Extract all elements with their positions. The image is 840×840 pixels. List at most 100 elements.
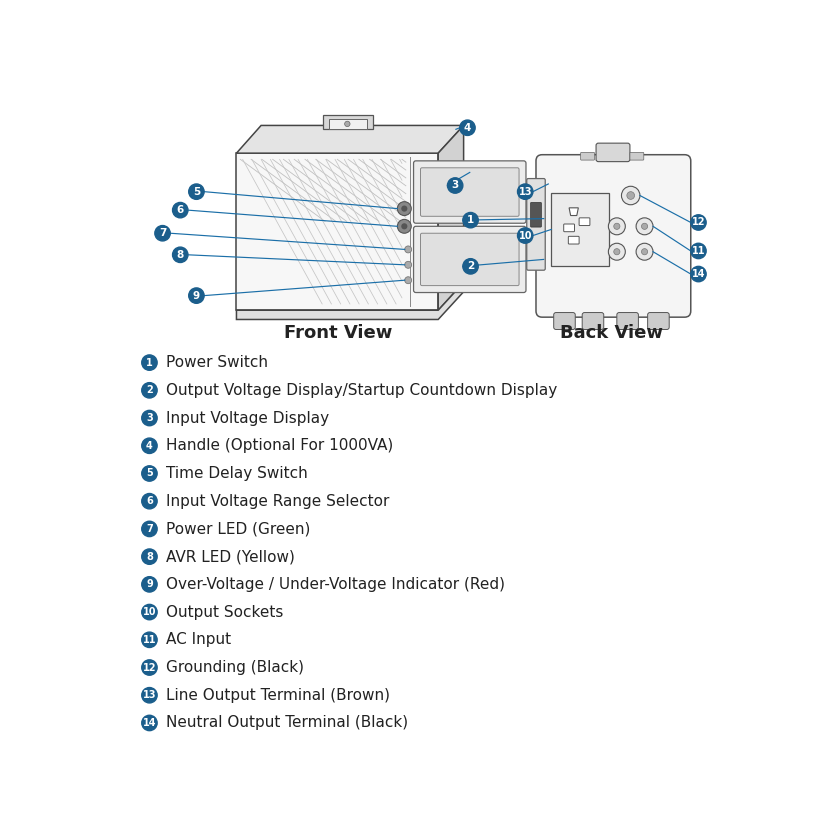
Circle shape bbox=[622, 186, 640, 205]
FancyBboxPatch shape bbox=[554, 312, 575, 329]
Circle shape bbox=[405, 276, 412, 284]
Text: 11: 11 bbox=[691, 246, 706, 256]
Text: Over-Voltage / Under-Voltage Indicator (Red): Over-Voltage / Under-Voltage Indicator (… bbox=[165, 577, 505, 592]
Text: 10: 10 bbox=[518, 230, 532, 240]
Text: 14: 14 bbox=[691, 269, 706, 279]
Text: 5: 5 bbox=[193, 186, 200, 197]
Circle shape bbox=[189, 288, 204, 303]
Circle shape bbox=[155, 225, 171, 241]
Polygon shape bbox=[438, 125, 464, 310]
Text: Grounding (Black): Grounding (Black) bbox=[165, 660, 303, 675]
FancyBboxPatch shape bbox=[413, 160, 526, 223]
Circle shape bbox=[608, 218, 625, 234]
Text: 12: 12 bbox=[143, 663, 156, 673]
Text: Input Voltage Range Selector: Input Voltage Range Selector bbox=[165, 494, 389, 509]
Text: 2: 2 bbox=[467, 261, 474, 271]
Text: 13: 13 bbox=[518, 186, 532, 197]
Text: Handle (Optional For 1000VA): Handle (Optional For 1000VA) bbox=[165, 438, 393, 454]
Circle shape bbox=[642, 223, 648, 229]
FancyBboxPatch shape bbox=[617, 312, 638, 329]
Circle shape bbox=[463, 213, 478, 228]
Circle shape bbox=[142, 382, 157, 398]
Circle shape bbox=[402, 223, 407, 229]
Circle shape bbox=[172, 202, 188, 218]
Circle shape bbox=[142, 687, 157, 703]
Text: 9: 9 bbox=[146, 580, 153, 590]
FancyBboxPatch shape bbox=[630, 152, 643, 160]
Circle shape bbox=[397, 202, 412, 216]
Circle shape bbox=[517, 184, 533, 199]
Text: 1: 1 bbox=[467, 215, 474, 225]
Text: 5: 5 bbox=[146, 469, 153, 479]
Circle shape bbox=[142, 633, 157, 648]
FancyBboxPatch shape bbox=[648, 312, 669, 329]
FancyBboxPatch shape bbox=[527, 179, 545, 270]
Circle shape bbox=[608, 244, 625, 260]
Text: Output Voltage Display/Startup Countdown Display: Output Voltage Display/Startup Countdown… bbox=[165, 383, 557, 398]
Text: 8: 8 bbox=[176, 249, 184, 260]
Circle shape bbox=[517, 228, 533, 244]
FancyBboxPatch shape bbox=[569, 236, 579, 244]
Polygon shape bbox=[570, 207, 579, 216]
Text: 4: 4 bbox=[464, 123, 471, 133]
Polygon shape bbox=[237, 153, 438, 310]
Text: 13: 13 bbox=[143, 690, 156, 701]
FancyBboxPatch shape bbox=[536, 155, 690, 318]
Text: Back View: Back View bbox=[560, 324, 663, 343]
Circle shape bbox=[627, 192, 634, 199]
Circle shape bbox=[405, 246, 412, 253]
Circle shape bbox=[142, 576, 157, 592]
FancyBboxPatch shape bbox=[582, 312, 604, 329]
Circle shape bbox=[142, 465, 157, 481]
Circle shape bbox=[172, 247, 188, 262]
Text: 12: 12 bbox=[691, 218, 706, 228]
Text: Output Sockets: Output Sockets bbox=[165, 605, 283, 620]
Polygon shape bbox=[329, 119, 366, 129]
Text: 2: 2 bbox=[146, 386, 153, 396]
Text: Line Output Terminal (Brown): Line Output Terminal (Brown) bbox=[165, 688, 390, 703]
Circle shape bbox=[614, 223, 620, 229]
Text: Power LED (Green): Power LED (Green) bbox=[165, 522, 310, 537]
Circle shape bbox=[402, 206, 407, 212]
Text: Power Switch: Power Switch bbox=[165, 355, 268, 370]
Circle shape bbox=[614, 249, 620, 255]
FancyBboxPatch shape bbox=[413, 226, 526, 292]
Polygon shape bbox=[237, 282, 464, 319]
Circle shape bbox=[690, 244, 706, 259]
Circle shape bbox=[142, 438, 157, 454]
Text: AVR LED (Yellow): AVR LED (Yellow) bbox=[165, 549, 295, 564]
Text: AC Input: AC Input bbox=[165, 633, 231, 648]
Circle shape bbox=[142, 549, 157, 564]
FancyBboxPatch shape bbox=[531, 202, 542, 227]
Text: 1: 1 bbox=[146, 358, 153, 368]
Circle shape bbox=[397, 219, 412, 234]
Text: 8: 8 bbox=[146, 552, 153, 562]
Circle shape bbox=[142, 354, 157, 370]
Text: 3: 3 bbox=[146, 413, 153, 423]
Circle shape bbox=[459, 120, 475, 135]
Circle shape bbox=[142, 493, 157, 509]
Circle shape bbox=[690, 215, 706, 230]
Circle shape bbox=[463, 259, 478, 274]
Text: 6: 6 bbox=[176, 205, 184, 215]
Bar bbox=[238, 155, 403, 308]
Circle shape bbox=[142, 521, 157, 537]
Circle shape bbox=[636, 218, 653, 234]
Text: 11: 11 bbox=[143, 635, 156, 645]
Text: 9: 9 bbox=[193, 291, 200, 301]
Polygon shape bbox=[237, 125, 464, 153]
Circle shape bbox=[142, 411, 157, 426]
Circle shape bbox=[189, 184, 204, 199]
Circle shape bbox=[142, 660, 157, 675]
Text: Front View: Front View bbox=[284, 324, 392, 343]
Text: Input Voltage Display: Input Voltage Display bbox=[165, 411, 328, 426]
Text: 7: 7 bbox=[146, 524, 153, 534]
Text: Time Delay Switch: Time Delay Switch bbox=[165, 466, 307, 481]
Circle shape bbox=[142, 716, 157, 731]
Text: 10: 10 bbox=[143, 607, 156, 617]
FancyBboxPatch shape bbox=[596, 143, 630, 161]
FancyBboxPatch shape bbox=[580, 152, 595, 160]
Text: 6: 6 bbox=[146, 496, 153, 507]
Circle shape bbox=[142, 605, 157, 620]
Text: 7: 7 bbox=[159, 228, 166, 239]
